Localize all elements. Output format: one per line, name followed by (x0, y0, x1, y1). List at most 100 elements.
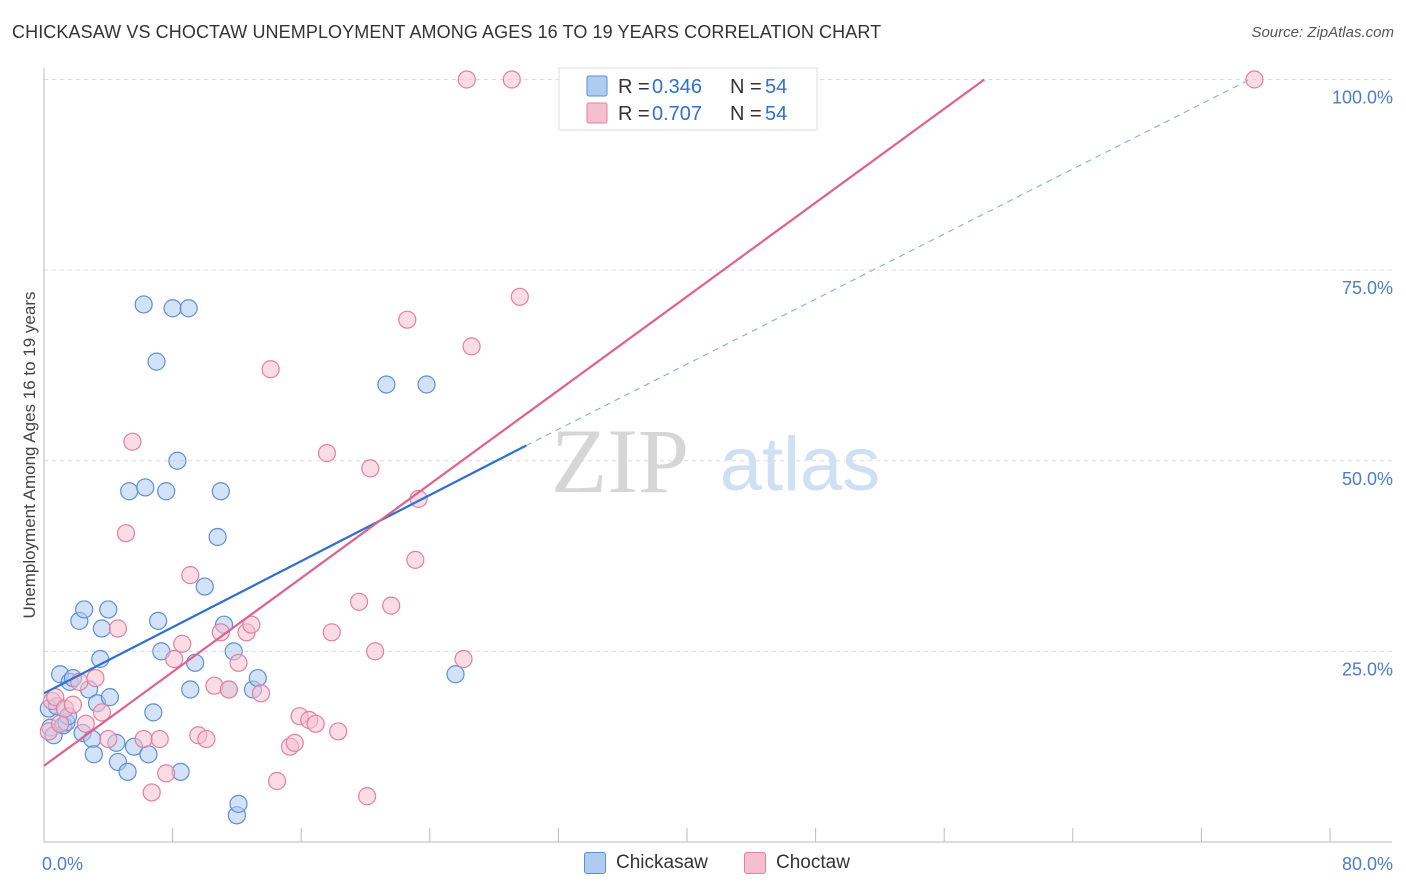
legend-r-label-2: R = (618, 103, 650, 125)
x-tick-label: 80.0% (1342, 854, 1393, 874)
chickasaw-point (446, 665, 465, 684)
choctaw-point (285, 733, 304, 752)
watermark-zip: ZIP (551, 410, 689, 512)
choctaw-point (502, 70, 521, 89)
watermark-atlas: atlas (720, 422, 881, 507)
chickasaw-trend-line (43, 444, 527, 695)
choctaw-point (116, 524, 136, 543)
chickasaw-point (211, 482, 230, 501)
chickasaw-point (377, 375, 396, 394)
chickasaw-point (163, 299, 182, 318)
choctaw-point (510, 287, 529, 306)
choctaw-point (261, 360, 280, 379)
chart-title: CHICKASAW VS CHOCTAW UNEMPLOYMENT AMONG … (12, 22, 882, 42)
choctaw-point (150, 729, 169, 749)
chickasaw-point (83, 729, 102, 749)
chickasaw-point (139, 745, 158, 764)
axes (43, 68, 1392, 843)
choctaw-point (108, 619, 128, 638)
choctaw-point (454, 649, 473, 669)
choctaw-point (358, 787, 377, 806)
choctaw-point (76, 714, 95, 733)
chickasaw-point (92, 619, 111, 638)
choctaw-point (382, 596, 401, 615)
choctaw-point (173, 634, 192, 653)
chickasaw-point (134, 295, 153, 314)
choctaw-point (134, 729, 153, 749)
choctaw-point (462, 337, 481, 356)
chickasaw-point (181, 680, 200, 699)
chickasaw-point (147, 352, 166, 371)
chickasaw-point (248, 668, 267, 688)
choctaw-point (398, 310, 417, 329)
legend-swatch-chickasaw (584, 852, 606, 874)
legend-n-value-2: 54 (765, 103, 787, 125)
x-tick-label: 0.0% (42, 854, 83, 874)
y-tick-label: 25.0% (1342, 659, 1393, 679)
choctaw-point (211, 623, 230, 642)
choctaw-point (157, 764, 176, 783)
legend-box: R = 0.346 N = 54 R = 0.707 N = 54 (558, 67, 818, 131)
choctaw-point (349, 592, 369, 611)
legend-n-label-2: N = (730, 103, 762, 125)
choctaw-point (1245, 70, 1264, 89)
legend-swatch-choctaw (586, 102, 608, 124)
chickasaw-point (100, 688, 120, 707)
choctaw-point (267, 771, 287, 791)
chickasaw-point (168, 451, 187, 470)
choctaw-point (50, 714, 70, 733)
y-tick-label: 100.0% (1332, 88, 1393, 108)
choctaw-point (86, 668, 105, 688)
tick-labels: 25.0% 50.0% 75.0% 100.0% 0.0% 80.0% (42, 88, 1393, 875)
chickasaw-point (417, 375, 436, 394)
legend-r-value-2: 0.707 (652, 103, 702, 125)
choctaw-point (63, 695, 83, 714)
choctaw-point (361, 459, 380, 478)
chickasaw-point (157, 482, 176, 501)
chickasaw-point (75, 600, 94, 619)
choctaw-point (406, 550, 425, 569)
choctaw-point (219, 680, 238, 699)
legend-swatch-chickasaw (586, 75, 608, 97)
chickasaw-point (144, 703, 163, 722)
chickasaw-point (208, 527, 227, 547)
legend-label-choctaw: Choctaw (776, 852, 850, 873)
chickasaw-trend-extension (525, 78, 1250, 447)
chickasaw-point (136, 478, 155, 497)
y-tick-label: 75.0% (1342, 278, 1393, 298)
legend-n-value-1: 54 (765, 76, 787, 98)
choctaw-point (329, 722, 348, 741)
choctaw-point (99, 729, 118, 749)
legend-item-chickasaw: Chickasaw (584, 852, 708, 874)
choctaw-point (92, 703, 111, 722)
chickasaw-point (229, 794, 248, 813)
chickasaw-point (84, 745, 103, 764)
y-tick-label: 50.0% (1342, 469, 1393, 489)
trend-lines (43, 78, 1250, 767)
choctaw-point (366, 642, 385, 661)
choctaw-point (142, 783, 161, 802)
choctaw-point (306, 714, 325, 733)
choctaw-trend-line (43, 78, 986, 767)
legend-r-value-1: 0.346 (652, 76, 702, 98)
choctaw-point (229, 653, 248, 672)
choctaw-point (242, 615, 261, 634)
choctaw-point (457, 70, 476, 89)
chickasaw-point (149, 611, 168, 630)
legend-item-choctaw: Choctaw (744, 852, 850, 874)
grid-lines (44, 79, 1392, 652)
choctaw-point (197, 729, 216, 749)
choctaw-point (181, 566, 200, 585)
legend-swatch-choctaw (744, 852, 766, 874)
choctaw-point (123, 432, 142, 451)
choctaw-point (317, 444, 337, 463)
chickasaw-point (120, 482, 139, 501)
choctaw-point (322, 623, 341, 642)
legend-r-label-1: R = (618, 76, 650, 98)
chickasaw-point (99, 600, 118, 619)
chickasaw-point (179, 299, 198, 318)
legend-n-label-1: N = (730, 76, 762, 98)
chickasaw-point (118, 762, 137, 781)
bottom-legend: Chickasaw Choctaw (0, 852, 1406, 880)
